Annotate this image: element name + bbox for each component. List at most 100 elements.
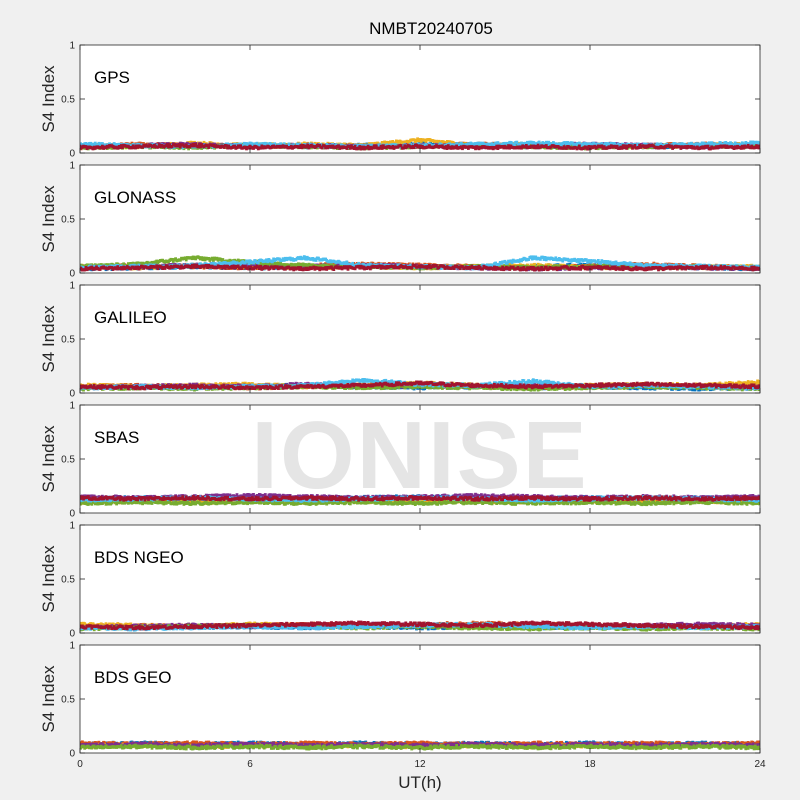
trace-mark bbox=[531, 141, 535, 145]
trace-mark bbox=[748, 142, 751, 146]
trace-mark bbox=[621, 144, 625, 148]
trace-mark bbox=[520, 146, 523, 150]
trace-mark bbox=[177, 143, 181, 147]
trace-mark bbox=[537, 140, 541, 144]
trace-mark bbox=[733, 141, 737, 145]
trace-mark bbox=[552, 141, 555, 145]
trace-mark bbox=[444, 145, 448, 149]
axes-face bbox=[80, 165, 760, 273]
trace-mark bbox=[261, 142, 265, 146]
trace-mark bbox=[168, 143, 172, 147]
trace-mark bbox=[358, 145, 362, 149]
trace-mark bbox=[609, 141, 613, 146]
trace-mark bbox=[385, 140, 389, 145]
trace-mark bbox=[348, 146, 352, 150]
trace-mark bbox=[318, 143, 322, 148]
trace-mark bbox=[379, 144, 383, 148]
y-tick-label: 0 bbox=[69, 149, 75, 160]
trace-mark bbox=[187, 147, 190, 151]
trace-mark bbox=[393, 143, 397, 147]
y-axis-label: S4 Index bbox=[39, 65, 58, 133]
trace-mark bbox=[118, 145, 122, 150]
trace-mark bbox=[706, 144, 710, 148]
trace-mark bbox=[527, 142, 530, 146]
trace-mark bbox=[544, 140, 548, 144]
trace-mark bbox=[600, 144, 604, 148]
trace-mark bbox=[578, 144, 581, 148]
trace-mark bbox=[298, 145, 301, 149]
trace-mark bbox=[507, 144, 510, 148]
trace-mark bbox=[496, 146, 500, 150]
trace-mark bbox=[93, 141, 97, 145]
trace-mark bbox=[403, 144, 407, 148]
trace-mark bbox=[446, 144, 450, 148]
trace-mark bbox=[620, 146, 624, 150]
trace-mark bbox=[184, 143, 188, 147]
trace-mark bbox=[299, 144, 303, 148]
trace-mark bbox=[402, 146, 405, 150]
trace-mark bbox=[130, 146, 134, 150]
trace-mark bbox=[101, 144, 104, 148]
trace-mark bbox=[399, 144, 403, 148]
trace-mark bbox=[749, 140, 752, 144]
trace-mark bbox=[207, 145, 211, 149]
trace-mark bbox=[134, 146, 137, 150]
trace-mark bbox=[536, 143, 540, 147]
trace-mark bbox=[382, 144, 385, 148]
data-layer bbox=[80, 255, 760, 272]
trace-mark bbox=[707, 141, 711, 145]
trace-mark bbox=[374, 144, 378, 148]
trace-mark bbox=[624, 144, 627, 148]
trace-mark bbox=[259, 146, 262, 150]
trace-mark bbox=[513, 143, 516, 147]
trace-mark bbox=[578, 141, 581, 145]
trace-mark bbox=[380, 141, 384, 145]
trace-mark bbox=[690, 141, 693, 145]
trace-mark bbox=[757, 146, 760, 150]
trace-mark bbox=[391, 144, 395, 149]
trace-mark bbox=[178, 145, 182, 149]
trace-mark bbox=[740, 141, 744, 145]
trace-mark bbox=[226, 146, 229, 150]
trace-mark bbox=[757, 141, 760, 145]
trace-mark bbox=[412, 145, 416, 150]
trace-mark bbox=[608, 146, 612, 150]
trace-mark bbox=[524, 144, 528, 148]
trace-mark bbox=[273, 142, 277, 146]
trace-mark bbox=[197, 143, 201, 147]
trace-mark bbox=[586, 147, 589, 151]
trace-mark bbox=[353, 144, 357, 148]
trace-mark bbox=[474, 147, 477, 151]
trace-mark bbox=[680, 142, 684, 146]
trace-mark bbox=[196, 145, 200, 149]
trace-mark bbox=[709, 147, 712, 151]
trace-mark bbox=[235, 146, 239, 150]
trace-mark bbox=[515, 140, 519, 144]
axes-face bbox=[80, 45, 760, 153]
trace-mark bbox=[366, 144, 370, 148]
trace-mark bbox=[633, 144, 637, 148]
trace-mark bbox=[732, 143, 736, 147]
trace-mark bbox=[508, 146, 512, 150]
trace-mark bbox=[337, 144, 340, 148]
trace-mark bbox=[576, 146, 580, 150]
trace-mark bbox=[544, 144, 548, 148]
trace-mark bbox=[156, 145, 160, 149]
trace-mark bbox=[445, 146, 449, 150]
trace-mark bbox=[670, 144, 673, 148]
trace-mark bbox=[121, 145, 124, 150]
trace-mark bbox=[166, 143, 169, 147]
trace-mark bbox=[495, 144, 499, 148]
trace-mark bbox=[233, 144, 237, 148]
trace-mark bbox=[260, 144, 264, 148]
trace-mark bbox=[225, 144, 228, 148]
trace-mark bbox=[222, 145, 226, 149]
series-6 bbox=[80, 142, 760, 151]
trace-mark bbox=[455, 144, 458, 148]
trace-mark bbox=[638, 143, 641, 147]
trace-mark bbox=[717, 142, 721, 146]
